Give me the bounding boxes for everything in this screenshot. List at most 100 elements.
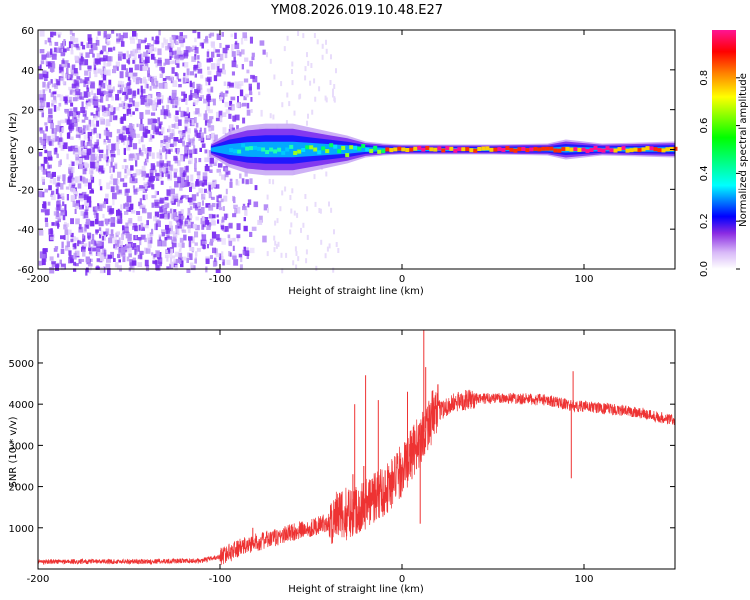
spectrogram-noise-cell — [222, 259, 226, 266]
spectrogram-noise-cell — [166, 257, 169, 262]
spectrogram-noise-cell — [314, 96, 317, 102]
spectrogram-core-cell — [333, 144, 338, 149]
spectrogram-noise-cell — [187, 229, 191, 233]
spectrogram-noise-cell — [99, 90, 105, 97]
spectrogram-noise-cell — [159, 160, 165, 166]
spectrogram-noise-cell — [172, 236, 176, 242]
spectrogram-noise-cell — [51, 128, 55, 134]
spectrogram-noise-cell — [127, 108, 131, 115]
spectrogram-noise-cell — [128, 98, 134, 103]
spectrogram-noise-cell — [203, 39, 209, 44]
spectrogram-noise-cell — [79, 163, 84, 170]
spectrogram-noise-cell — [194, 163, 197, 169]
spectrogram-noise-cell — [99, 241, 104, 249]
spectrogram-core-cell — [233, 149, 238, 154]
spectrogram-noise-cell — [192, 223, 197, 229]
spectrogram-noise-cell — [79, 63, 82, 71]
spectrogram-noise-cell — [71, 178, 75, 185]
spectrogram-noise-cell — [103, 154, 107, 161]
spectrogram-noise-cell — [148, 149, 152, 157]
spectrogram-noise-cell — [134, 235, 138, 239]
spectrogram-noise-cell — [182, 62, 185, 67]
spectrogram-noise-cell — [162, 146, 165, 153]
spectrogram-noise-cell — [95, 266, 100, 270]
spectrogram-noise-cell — [142, 208, 147, 214]
spectrogram-noise-cell — [210, 41, 215, 47]
spectrogram-noise-cell — [98, 80, 104, 86]
spectrogram-noise-cell — [246, 69, 250, 74]
spectrogram-noise-cell — [118, 80, 122, 85]
spectrogram-noise-cell — [167, 236, 172, 240]
spectrogram-noise-cell — [179, 237, 184, 243]
spectrogram-noise-cell — [169, 208, 173, 214]
spectrogram-noise-cell — [67, 132, 71, 137]
spectrogram-noise-cell — [108, 159, 111, 163]
spectrogram-noise-cell — [203, 217, 209, 223]
spectrogram-noise-cell — [239, 89, 244, 97]
spectrogram-noise-cell — [106, 182, 110, 190]
spectrogram-noise-cell — [160, 180, 164, 185]
spectrogram-noise-cell — [231, 253, 237, 257]
spectrogram-noise-cell — [196, 132, 201, 138]
spectrogram-noise-cell — [52, 100, 57, 104]
spectrogram-noise-cell — [224, 52, 228, 59]
spectrogram-noise-cell — [141, 204, 146, 208]
spectrogram-noise-cell — [193, 92, 197, 98]
spectrogram-noise-cell — [212, 247, 217, 254]
spectrogram-noise-cell — [193, 203, 199, 209]
spectrogram-noise-cell — [95, 164, 99, 172]
spectrogram-noise-cell — [213, 75, 218, 82]
spectrogram-noise-cell — [83, 243, 88, 247]
spectrogram-noise-cell — [76, 111, 81, 115]
spectrogram-core-cell — [649, 146, 654, 151]
spectrogram-noise-cell — [92, 96, 96, 101]
spectrogram-noise-cell — [179, 219, 183, 225]
spectrogram-noise-cell — [175, 258, 180, 263]
spectrogram-noise-cell — [84, 227, 87, 232]
spectrogram-noise-cell — [217, 237, 222, 242]
spectrogram-noise-cell — [246, 102, 250, 109]
spectrogram-noise-cell — [189, 262, 194, 268]
spectrogram-core-cell — [281, 150, 286, 155]
spectrogram-noise-cell — [189, 149, 193, 156]
spectrogram-noise-cell — [313, 33, 316, 38]
spectrogram-noise-cell — [110, 161, 113, 168]
spectrogram-ytick-label: -40 — [18, 225, 34, 236]
spectrogram-noise-cell — [316, 39, 319, 45]
spectrogram-noise-cell — [75, 218, 80, 225]
spectrogram-noise-cell — [145, 184, 148, 190]
spectrogram-noise-cell — [130, 174, 133, 178]
spectrogram-noise-cell — [330, 54, 332, 60]
spectrogram-noise-cell — [169, 51, 174, 58]
spectrogram-noise-cell — [222, 63, 225, 70]
spectrogram-noise-cell — [242, 249, 245, 256]
spectrogram-noise-cell — [221, 251, 224, 258]
spectrogram-core-cell — [557, 148, 562, 153]
spectrogram-noise-cell — [169, 133, 173, 139]
spectrogram-noise-cell — [132, 257, 136, 262]
spectrogram-noise-cell — [130, 210, 136, 214]
spectrogram-noise-cell — [257, 219, 263, 225]
spectrogram-noise-cell — [43, 248, 48, 253]
spectrogram-noise-cell — [126, 195, 132, 203]
spectrogram-noise-cell — [209, 157, 214, 164]
spectrogram-noise-cell — [189, 186, 192, 192]
spectrogram-noise-cell — [207, 101, 210, 107]
spectrogram-noise-cell — [112, 86, 115, 92]
spectrogram-noise-cell — [99, 153, 103, 159]
spectrogram-noise-cell — [220, 225, 225, 230]
spectrogram-noise-cell — [70, 218, 74, 225]
spectrogram-noise-cell — [236, 234, 241, 239]
spectrogram-noise-cell — [136, 245, 140, 252]
spectrogram-noise-cell — [74, 79, 77, 87]
spectrogram-noise-cell — [180, 110, 186, 118]
spectrogram-noise-cell — [176, 221, 180, 226]
spectrogram-noise-cell — [211, 51, 215, 58]
spectrogram-noise-cell — [242, 32, 247, 39]
spectrogram-noise-cell — [65, 247, 71, 252]
spectrogram-noise-cell — [139, 253, 143, 260]
spectrogram-noise-cell — [99, 203, 104, 208]
spectrogram-noise-cell — [268, 178, 271, 184]
spectrogram-noise-cell — [129, 153, 135, 159]
spectrogram-core-cell — [489, 147, 494, 152]
